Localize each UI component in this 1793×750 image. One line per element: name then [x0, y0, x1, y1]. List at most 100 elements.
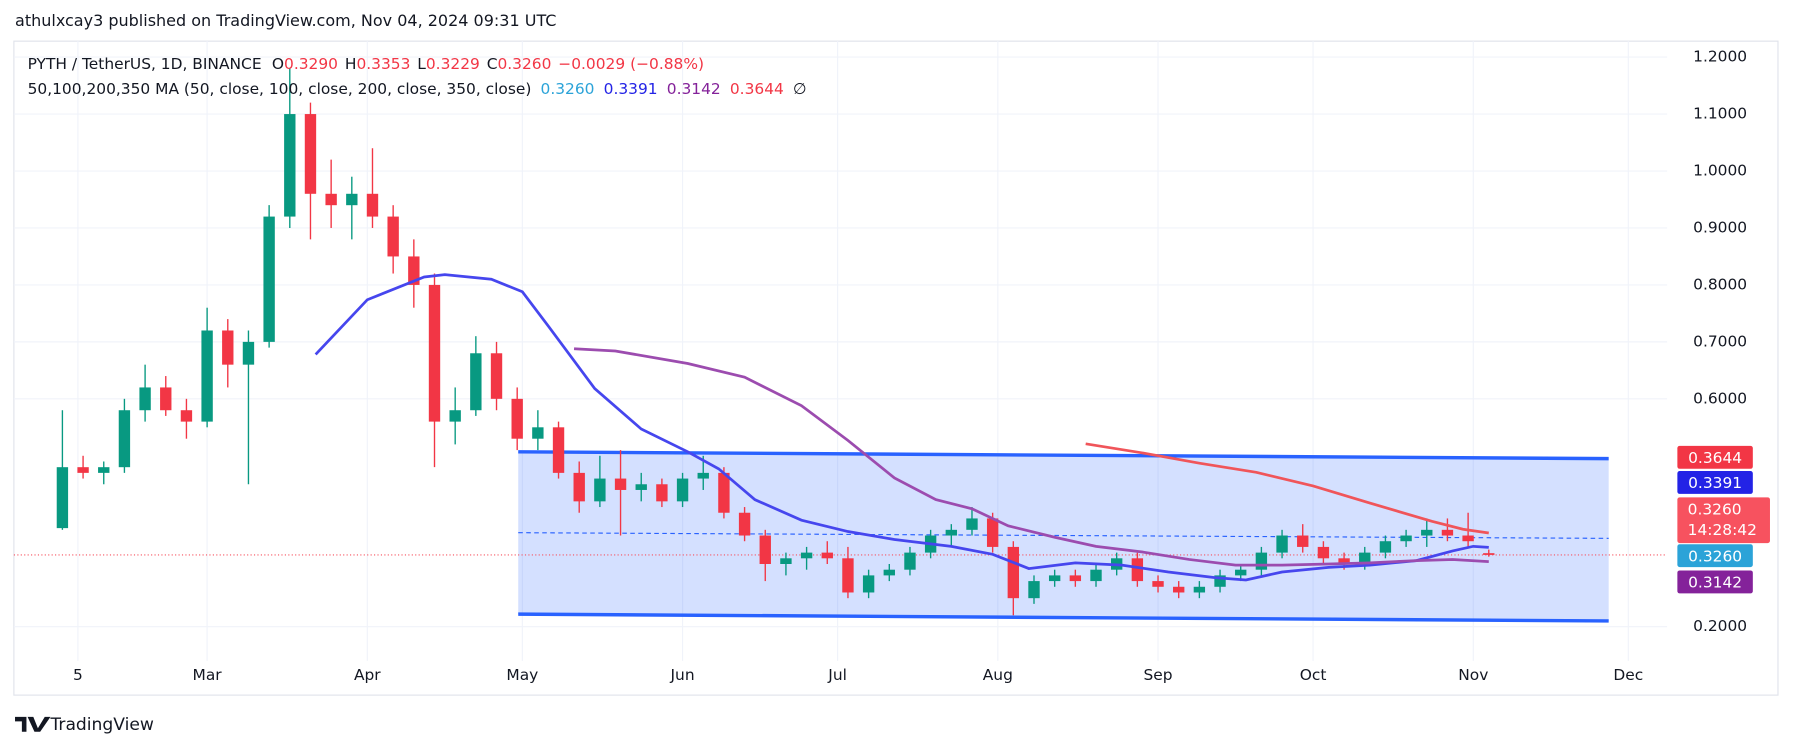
y-tick-label: 1.2000 — [1693, 48, 1747, 66]
ma-line — [1085, 442, 1489, 535]
indicator-value: 0.3260 — [541, 80, 595, 98]
channel-top — [518, 450, 1609, 461]
x-tick-label: Sep — [1143, 666, 1172, 684]
x-tick-label: 5 — [73, 666, 83, 684]
price-badge-label: 0.3142 — [1688, 574, 1742, 592]
candle-body — [1400, 535, 1412, 542]
ohlc-value: 0.3260 — [497, 55, 551, 73]
candle-body — [242, 341, 255, 365]
candle-body — [532, 427, 544, 439]
plot — [13, 68, 1668, 623]
ohlc-prefix: L — [417, 55, 426, 73]
indicator-hidden: ∅ — [793, 80, 806, 98]
candle-body — [1255, 552, 1268, 570]
candle-body — [77, 467, 89, 473]
candle-body — [821, 552, 833, 559]
candle-body — [966, 518, 978, 530]
candle-body — [428, 284, 441, 422]
ma-line — [314, 273, 1489, 582]
ma-line — [573, 347, 1489, 567]
x-tick-label: Apr — [354, 666, 381, 684]
candle-body — [222, 330, 234, 365]
channel-bottom — [518, 612, 1609, 623]
y-tick-label: 0.2000 — [1693, 617, 1747, 635]
candle-body — [1214, 575, 1226, 587]
candle-body — [1317, 546, 1330, 559]
candle-body — [842, 558, 854, 593]
brand-name: TradingView — [49, 715, 153, 735]
candle-body — [346, 193, 358, 206]
price-badge — [1677, 471, 1753, 494]
candle-body — [1152, 581, 1164, 587]
candle-body — [676, 478, 689, 502]
candle-body — [1090, 569, 1102, 582]
candle-body — [1297, 535, 1309, 547]
candle-body — [1173, 586, 1185, 593]
ohlc-value: 0.3229 — [426, 55, 480, 73]
candle-body — [1193, 586, 1206, 593]
candle-body — [656, 484, 668, 502]
candle-body — [780, 558, 792, 565]
candle-body — [1028, 581, 1040, 599]
channel-area — [518, 451, 1609, 621]
candle-body — [1483, 553, 1495, 555]
price-badge-label: 0.3391 — [1688, 474, 1742, 492]
candle-body — [904, 552, 916, 570]
y-tick-label: 1.0000 — [1693, 162, 1747, 180]
last-price-label: 0.3260 — [1688, 500, 1742, 518]
candle-body — [1379, 541, 1392, 553]
candle-body — [1441, 529, 1454, 536]
candle-body — [1338, 558, 1350, 565]
candle-body — [635, 484, 647, 490]
price-badge — [1677, 445, 1753, 469]
x-tick-label: Nov — [1458, 666, 1488, 684]
y-tick-label: 0.7000 — [1693, 332, 1747, 350]
candle-body — [945, 529, 957, 536]
y-tick-label: 0.6000 — [1693, 389, 1747, 407]
price-badge-label: 0.3644 — [1688, 449, 1742, 467]
candle-body — [738, 512, 751, 536]
candle-body — [139, 387, 151, 411]
ohlc-value: 0.3290 — [284, 55, 338, 73]
candle-body — [1048, 575, 1061, 582]
x-tick-label: Mar — [193, 666, 223, 684]
candle-body — [408, 256, 420, 285]
ohlc-value: 0.3353 — [356, 55, 410, 73]
x-tick-label: Aug — [983, 666, 1013, 684]
x-tick-label: Oct — [1300, 666, 1327, 684]
ohlc-prefix: O — [272, 55, 284, 73]
ohlc-prefix: H — [345, 55, 357, 73]
candle-body — [1069, 575, 1082, 582]
candle-body — [800, 552, 813, 559]
candle-body — [1421, 529, 1433, 536]
candle-body — [697, 472, 709, 479]
candle-body — [449, 410, 461, 422]
candle-body — [759, 535, 771, 565]
candle-body — [490, 353, 503, 399]
x-tick-label: Dec — [1613, 666, 1643, 684]
candle-body — [180, 410, 193, 422]
indicator-value: 0.3644 — [730, 80, 784, 98]
candle-body — [614, 478, 627, 490]
candle-body — [1462, 535, 1474, 542]
brand-logo — [15, 716, 51, 732]
indicator-value: 0.3142 — [667, 80, 721, 98]
candle-body — [118, 410, 131, 468]
candle-body — [1359, 552, 1371, 565]
indicator-legend: 50,100,200,350 MA (50, close, 100, close… — [28, 80, 807, 98]
symbol-title: PYTH / TetherUS, 1D, BINANCE — [28, 55, 262, 73]
candle-body — [304, 114, 317, 194]
change-label: −0.0029 (−0.88%) — [558, 55, 704, 73]
candle-body — [1131, 558, 1144, 582]
y-tick-label: 0.9000 — [1693, 218, 1747, 236]
price-badge — [1677, 570, 1753, 594]
candle-body — [470, 353, 482, 411]
candle-body — [594, 478, 606, 502]
last-price-badge — [1677, 497, 1770, 544]
candle-body — [263, 216, 275, 342]
indicator-value: 0.3391 — [604, 80, 658, 98]
candle-body — [1276, 535, 1288, 553]
candle-body — [862, 575, 875, 593]
candle-body — [718, 472, 730, 513]
